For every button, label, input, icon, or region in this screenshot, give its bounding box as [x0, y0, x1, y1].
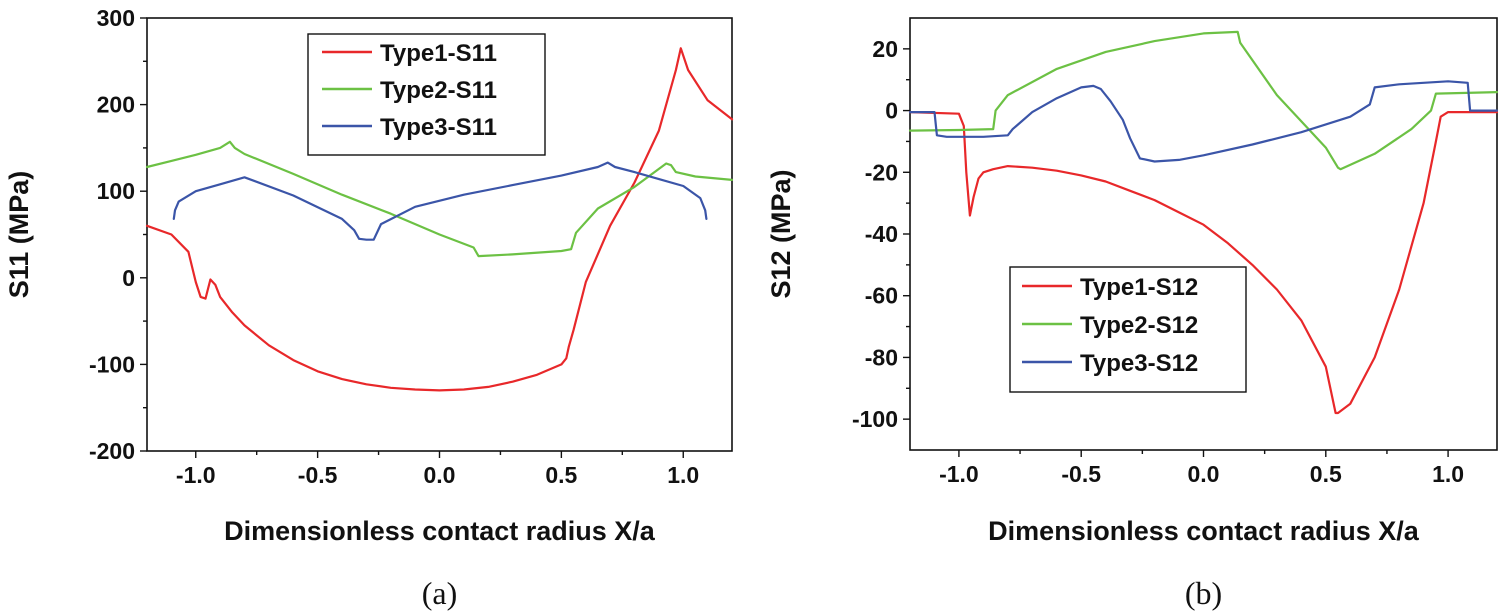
b-xtick-label-0: -1.0	[939, 461, 979, 487]
panel-b-legend: Type1-S12 Type2-S12 Type3-S12	[1009, 266, 1247, 393]
a-legend-label-2: Type3-S11	[380, 114, 497, 141]
panel-a-legend-box	[307, 33, 546, 156]
a-xtick-label-4: 1.0	[667, 462, 699, 488]
b-ytick-label-0: -100	[852, 406, 898, 432]
a-series-line-type3-s11	[172, 161, 708, 241]
a-legend-label-1: Type2-S11	[380, 77, 497, 104]
panel-b-caption: (b)	[1185, 575, 1222, 611]
a-ytick-label-0: -200	[89, 438, 135, 464]
b-ytick-label-3: -40	[865, 221, 898, 247]
b-series-line-type1-s12	[908, 110, 1499, 415]
a-xtick-label-0: -1.0	[176, 462, 216, 488]
panel-a-legend: Type1-S11 Type2-S11 Type3-S11	[307, 33, 546, 156]
panel-a-series	[145, 47, 734, 392]
a-ytick-label-3: 100	[97, 178, 135, 204]
a-legend-label-0: Type1-S11	[380, 40, 497, 67]
panel-a-y-ticks: -200 -100 0 100 200 300	[89, 5, 147, 464]
a-xtick-label-2: 0.0	[424, 462, 456, 488]
b-legend-label-1: Type2-S12	[1080, 312, 1198, 339]
a-ytick-label-4: 200	[97, 92, 135, 118]
panel-b-x-axis-title: Dimensionless contact radius X/a	[988, 516, 1420, 546]
a-ytick-label-5: 300	[97, 5, 135, 31]
panel-a-s11-chart: -200 -100 0 100 200 300 -1.0 -0.5 0.0 0.5 1.0 Dim…	[4, 5, 734, 611]
panel-b-legend-box	[1009, 266, 1247, 393]
b-xtick-label-3: 0.5	[1310, 461, 1342, 487]
b-xtick-label-4: 1.0	[1432, 461, 1464, 487]
panel-a-x-ticks: -1.0 -0.5 0.0 0.5 1.0	[176, 451, 699, 488]
b-series-line-type3-s12	[908, 80, 1499, 163]
a-series-line-type2-s11	[145, 140, 734, 258]
panel-b-x-ticks: -1.0 -0.5 0.0 0.5 1.0	[939, 450, 1464, 487]
panel-a-y-axis-title: S11 (MPa)	[4, 171, 34, 299]
b-ytick-label-2: -60	[865, 283, 898, 309]
panel-a-caption: (a)	[422, 575, 458, 611]
b-ytick-label-4: -20	[865, 159, 898, 185]
b-series-line-type2-s12	[908, 30, 1499, 171]
panel-b-series	[908, 30, 1499, 415]
b-legend-label-2: Type3-S12	[1080, 350, 1198, 377]
panel-b-y-ticks: -100 -80 -60 -40 -20 0 20	[852, 36, 910, 432]
b-ytick-label-5: 0	[885, 98, 898, 124]
b-legend-label-0: Type1-S12	[1080, 274, 1198, 301]
b-ytick-label-6: 20	[872, 36, 898, 62]
panel-b-s12-chart: -100 -80 -60 -40 -20 0 20 -1.0 -0.5 0.0 0.5 1.0 Di…	[766, 17, 1499, 611]
panel-a-x-axis-title: Dimensionless contact radius X/a	[224, 516, 656, 546]
b-xtick-label-2: 0.0	[1188, 461, 1220, 487]
panel-b-y-axis-title: S12 (MPa)	[766, 169, 796, 298]
a-xtick-label-3: 0.5	[545, 462, 577, 488]
a-xtick-label-1: -0.5	[298, 462, 338, 488]
a-ytick-label-1: -100	[89, 351, 135, 377]
a-ytick-label-2: 0	[122, 265, 135, 291]
b-ytick-label-1: -80	[865, 344, 898, 370]
b-xtick-label-1: -0.5	[1061, 461, 1101, 487]
